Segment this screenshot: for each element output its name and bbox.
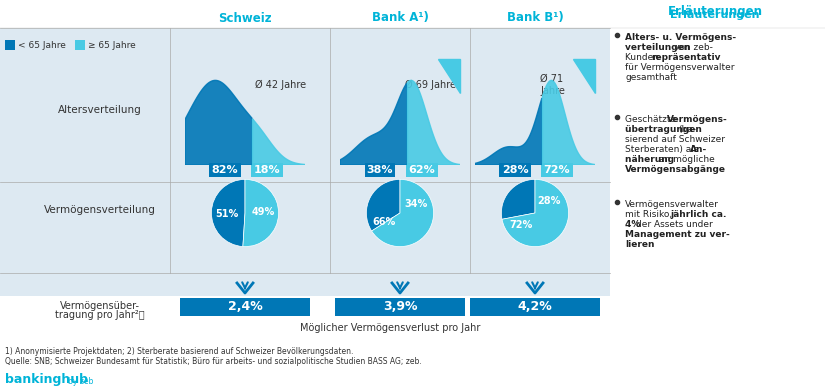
Text: < 65 Jahre: < 65 Jahre bbox=[18, 41, 66, 50]
Text: An-: An- bbox=[690, 145, 707, 154]
Text: Quelle: SNB; Schweizer Bundesamt für Statistik; Büro für arbeits- und sozialpoli: Quelle: SNB; Schweizer Bundesamt für Sta… bbox=[5, 358, 422, 367]
Polygon shape bbox=[543, 80, 595, 165]
Text: 4%: 4% bbox=[625, 220, 644, 229]
FancyBboxPatch shape bbox=[470, 298, 600, 316]
Text: zeb: zeb bbox=[579, 65, 594, 79]
Text: Kunden: Kunden bbox=[625, 53, 662, 62]
Text: 28%: 28% bbox=[538, 196, 561, 206]
Text: 4,2%: 4,2% bbox=[517, 301, 553, 314]
Text: jährlich ca.: jährlich ca. bbox=[671, 210, 727, 219]
Text: Vermögensverteilung: Vermögensverteilung bbox=[44, 205, 156, 215]
Text: von zeb-: von zeb- bbox=[674, 43, 714, 52]
FancyBboxPatch shape bbox=[0, 28, 610, 296]
Text: 62%: 62% bbox=[408, 165, 436, 175]
Text: 72%: 72% bbox=[544, 165, 570, 175]
Polygon shape bbox=[185, 80, 252, 165]
Text: sierend auf Schweizer: sierend auf Schweizer bbox=[625, 135, 725, 144]
FancyBboxPatch shape bbox=[5, 40, 15, 50]
Wedge shape bbox=[366, 179, 400, 231]
Polygon shape bbox=[438, 59, 460, 93]
Text: lieren: lieren bbox=[625, 240, 654, 249]
Text: näherung: näherung bbox=[625, 155, 677, 164]
Wedge shape bbox=[371, 179, 434, 246]
Text: Vermögens-: Vermögens- bbox=[667, 115, 728, 124]
FancyBboxPatch shape bbox=[335, 298, 465, 316]
Text: Ø 71
Jahre: Ø 71 Jahre bbox=[540, 74, 565, 96]
Text: Geschätzte: Geschätzte bbox=[625, 115, 679, 124]
FancyBboxPatch shape bbox=[75, 40, 85, 50]
Text: verteilungen: verteilungen bbox=[625, 43, 693, 52]
Text: 2,4%: 2,4% bbox=[228, 301, 262, 314]
Text: Vermögensabgänge: Vermögensabgänge bbox=[625, 165, 726, 174]
Polygon shape bbox=[573, 59, 595, 93]
Text: 34%: 34% bbox=[404, 199, 428, 209]
Text: bankinghub: bankinghub bbox=[5, 374, 88, 386]
Text: Altersverteilung: Altersverteilung bbox=[58, 105, 142, 115]
Polygon shape bbox=[408, 80, 460, 165]
Text: übertragungen: übertragungen bbox=[625, 125, 705, 134]
Wedge shape bbox=[502, 179, 535, 219]
Text: 72%: 72% bbox=[509, 220, 532, 230]
Text: Möglicher Vermögensverlust pro Jahr: Möglicher Vermögensverlust pro Jahr bbox=[299, 323, 480, 333]
Text: für Vermögensverwalter: für Vermögensverwalter bbox=[625, 63, 734, 72]
Text: 1) Anonymisierte Projektdaten; 2) Sterberate basierend auf Schweizer Bevölkerung: 1) Anonymisierte Projektdaten; 2) Sterbe… bbox=[5, 347, 353, 356]
Wedge shape bbox=[211, 179, 245, 246]
Text: (ba-: (ba- bbox=[678, 125, 696, 134]
Text: ≥ 65 Jahre: ≥ 65 Jahre bbox=[88, 41, 136, 50]
Text: mit Risiko,: mit Risiko, bbox=[625, 210, 675, 219]
Text: Vermögensverwalter: Vermögensverwalter bbox=[625, 200, 719, 209]
Text: 49%: 49% bbox=[252, 207, 275, 217]
Text: Bank B¹): Bank B¹) bbox=[507, 11, 563, 25]
Text: Erläuterungen: Erläuterungen bbox=[667, 5, 762, 18]
Text: 18%: 18% bbox=[254, 165, 280, 175]
Text: by zeb: by zeb bbox=[68, 376, 93, 385]
Text: Sterberaten) als: Sterberaten) als bbox=[625, 145, 701, 154]
Text: Ø 69 Jahre: Ø 69 Jahre bbox=[405, 80, 456, 90]
Text: Ø 42 Jahre: Ø 42 Jahre bbox=[255, 80, 306, 90]
Polygon shape bbox=[252, 119, 305, 165]
Text: 3,9%: 3,9% bbox=[383, 301, 417, 314]
Polygon shape bbox=[475, 98, 542, 165]
Text: repräsentativ: repräsentativ bbox=[652, 53, 721, 62]
Text: 82%: 82% bbox=[212, 165, 238, 175]
Text: zeb: zeb bbox=[445, 65, 459, 79]
FancyBboxPatch shape bbox=[610, 0, 825, 390]
Text: Management zu ver-: Management zu ver- bbox=[625, 230, 730, 239]
Text: der Assets under: der Assets under bbox=[636, 220, 713, 229]
Wedge shape bbox=[502, 179, 568, 246]
Text: tragung pro Jahr²⧯: tragung pro Jahr²⧯ bbox=[55, 310, 145, 320]
Text: gesamthaft: gesamthaft bbox=[625, 73, 676, 82]
Text: Vermögensüber-: Vermögensüber- bbox=[60, 301, 140, 311]
Text: an mögliche: an mögliche bbox=[659, 155, 715, 164]
FancyBboxPatch shape bbox=[180, 298, 310, 316]
Text: Erläuterungen: Erläuterungen bbox=[670, 10, 760, 20]
Text: 38%: 38% bbox=[367, 165, 394, 175]
Wedge shape bbox=[243, 179, 279, 246]
Text: 66%: 66% bbox=[372, 217, 395, 227]
Text: Alters- u. Vermögens-: Alters- u. Vermögens- bbox=[625, 33, 736, 42]
Text: 51%: 51% bbox=[214, 209, 238, 218]
Polygon shape bbox=[340, 83, 407, 165]
Text: Bank A¹): Bank A¹) bbox=[371, 11, 428, 25]
Text: Schweiz: Schweiz bbox=[218, 11, 271, 25]
Text: 28%: 28% bbox=[502, 165, 528, 175]
